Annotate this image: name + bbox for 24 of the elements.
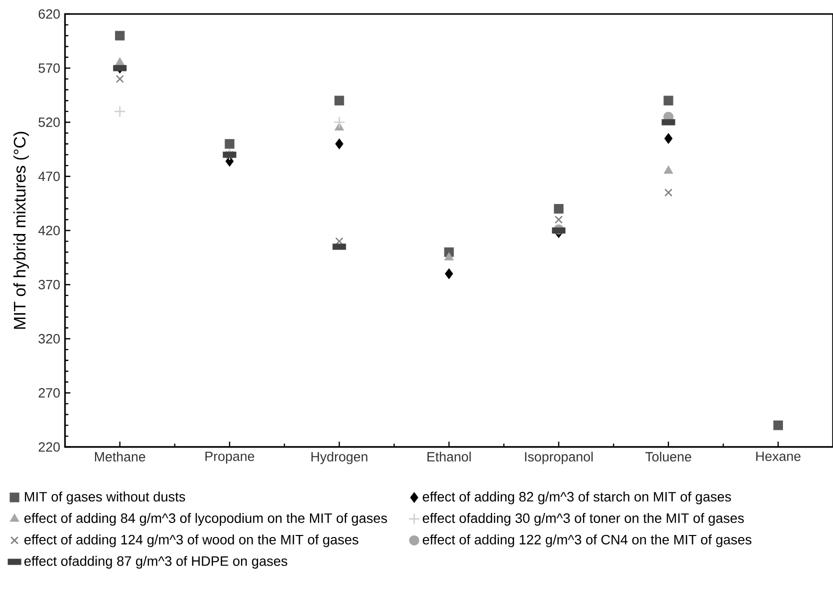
- legend-label: effect of adding 122 g/m^3 of CN4 on the MIT of gases: [422, 534, 752, 548]
- y-tick-label: 520: [38, 118, 60, 127]
- y-tick-label: 570: [38, 63, 60, 73]
- legend-label: effect of adding 82 g/m^3 of starch on MIT of gases: [422, 492, 731, 504]
- y-tick-label: 270: [38, 388, 60, 398]
- y-tick-label: 620: [38, 9, 60, 19]
- legend-label: effect of adding 84 g/m^3 of lycopodium on the MIT of gases: [24, 513, 388, 526]
- x-tick-label: Hydrogen: [311, 452, 368, 464]
- y-tick-label: 320: [38, 334, 60, 344]
- legend-label: MIT of gases without dusts: [24, 492, 186, 504]
- y-axis-title: MIT of hybrid mixtures (°C): [13, 132, 29, 329]
- x-tick-label: Toluene: [645, 452, 692, 462]
- legend-label: effect ofadding 30 g/m^3 of toner on the MIT of gases: [422, 513, 744, 526]
- legend-label: effect of adding 124 g/m^3 of wood on the MIT of gases: [24, 534, 358, 548]
- y-tick-label: 470: [38, 172, 60, 182]
- y-tick-label: 370: [38, 280, 60, 290]
- legend-label: effect ofadding 87 g/m^3 of HDPE on gases: [24, 556, 288, 569]
- x-tick-label: Ethanol: [427, 452, 471, 462]
- x-tick-label: Isopropanol: [525, 452, 593, 464]
- x-tick-label: Propane: [205, 452, 254, 464]
- y-tick-label: 220: [38, 442, 60, 452]
- x-tick-label: Methane: [95, 452, 146, 462]
- y-tick-label: 420: [38, 226, 60, 236]
- x-tick-label: Hexane: [756, 452, 801, 461]
